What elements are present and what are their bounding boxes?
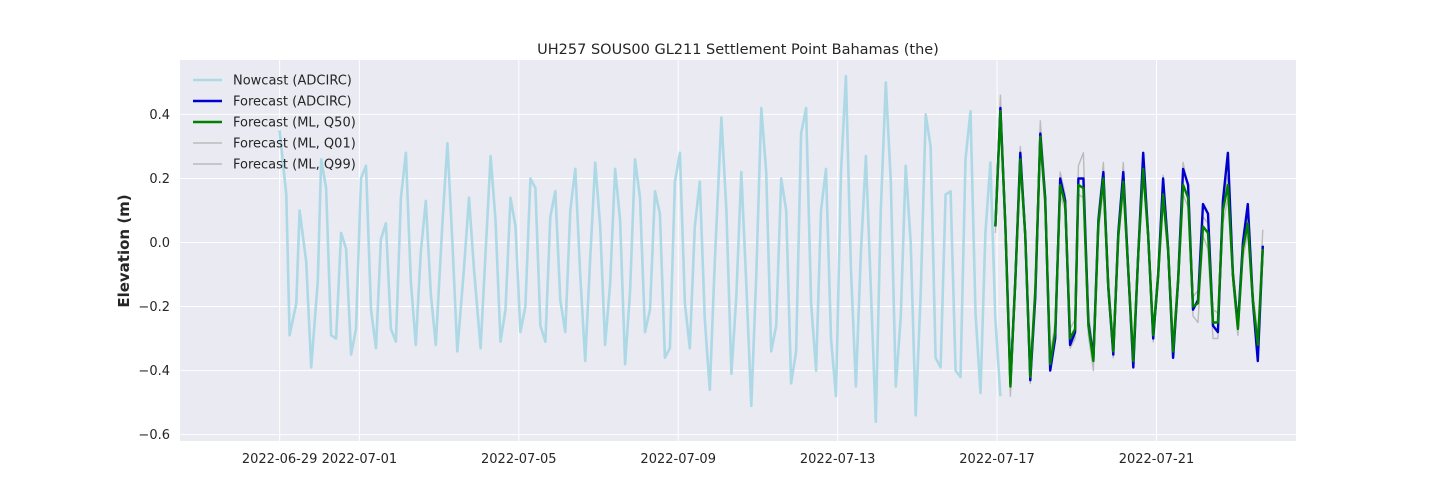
x-tick-label: 2022-07-17 [959, 452, 1035, 467]
x-tick-label: 2022-07-09 [640, 452, 716, 467]
y-tick-label: −0.2 [138, 300, 170, 315]
legend-label: Forecast (ML, Q99) [233, 158, 356, 173]
series-layer [278, 74, 1264, 424]
x-tick-label: 2022-07-13 [800, 452, 876, 467]
legend-label: Forecast (ML, Q50) [233, 116, 356, 131]
legend: Nowcast (ADCIRC) Forecast (ADCIRC) Forecas… [193, 74, 356, 173]
y-tick-label: 0.0 [149, 236, 170, 251]
series-line-nowcast-adcirc [278, 74, 1002, 424]
y-tick-labels: −0.6 −0.4 −0.2 0.0 0.2 0.4 [138, 108, 170, 443]
x-tick-label: 2022-07-01 [322, 452, 398, 467]
x-tick-label: 2022-06-29 [242, 452, 318, 467]
y-tick-label: 0.2 [149, 172, 170, 187]
legend-label: Forecast (ML, Q01) [233, 137, 356, 152]
y-tick-label: 0.4 [149, 108, 170, 123]
y-axis-label: Elevation (m) [115, 194, 133, 307]
legend-label: Nowcast (ADCIRC) [233, 74, 352, 89]
x-tick-label: 2022-07-05 [481, 452, 557, 467]
y-tick-label: −0.4 [138, 364, 170, 379]
series-line-forecast-ml-q50 [994, 109, 1264, 388]
legend-label: Forecast (ADCIRC) [233, 95, 352, 110]
x-tick-labels: 2022-06-29 2022-07-01 2022-07-05 2022-07-09… [242, 452, 1194, 467]
y-tick-label: −0.6 [138, 428, 170, 443]
chart-title: UH257 SOUS00 GL211 Settlement Point Baha… [537, 42, 939, 58]
x-tick-label: 2022-07-21 [1119, 452, 1195, 467]
